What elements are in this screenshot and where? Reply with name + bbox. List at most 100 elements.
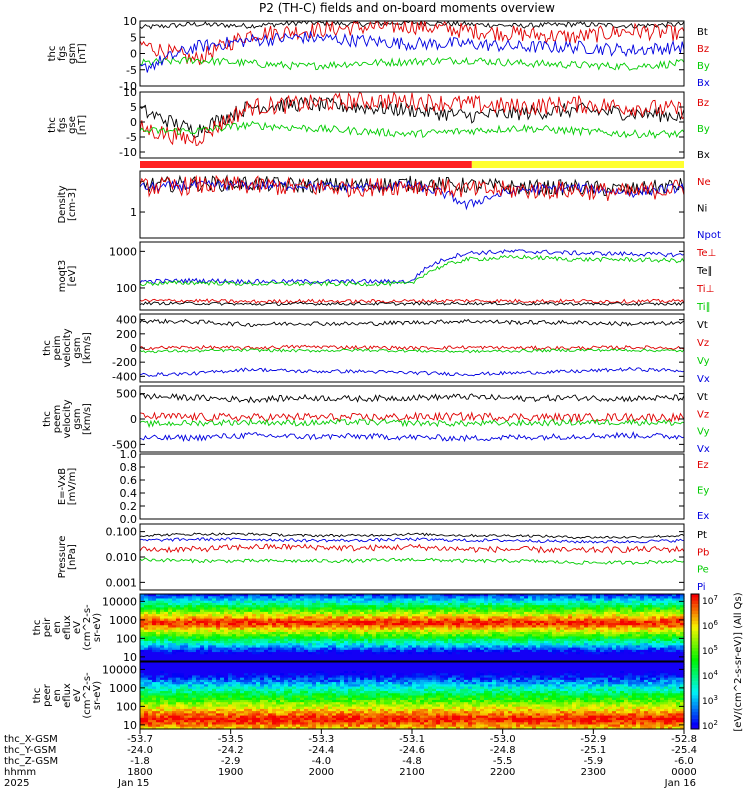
spectrogram-cell [484, 605, 489, 608]
spectrogram-cell [328, 658, 333, 662]
spectrogram-cell [208, 605, 213, 608]
spectrogram-cell [360, 647, 365, 651]
spectrogram-cell [356, 596, 361, 600]
spectrogram-cell [216, 673, 221, 676]
spectrogram-cell [292, 609, 297, 613]
panel-frame [139, 91, 685, 159]
spectrogram-cell [552, 605, 557, 608]
spectrogram-cell [200, 645, 205, 649]
spectrogram-cell [444, 627, 449, 631]
spectrogram-cell [388, 629, 393, 633]
spectrogram-cell [404, 594, 409, 597]
spectrogram-cell [480, 666, 485, 670]
spectrogram-cell [448, 607, 453, 611]
spectrogram-cell [472, 625, 477, 629]
spectrogram-cell [416, 598, 421, 602]
spectrogram-cell [480, 631, 485, 635]
spectrogram-cell [544, 631, 549, 635]
spectrogram-cell [252, 643, 257, 646]
spectrogram-cell [496, 620, 501, 624]
spectrogram-cell [660, 649, 665, 653]
spectrogram-cell [628, 664, 633, 668]
spectrogram-cell [568, 614, 573, 617]
spectrogram-cell [604, 611, 609, 615]
spectrogram-cell [540, 602, 545, 606]
spectrogram-cell [388, 598, 393, 602]
spectrogram-cell [552, 618, 557, 622]
spectrogram-cell [680, 643, 685, 646]
spectrogram-cell [452, 623, 457, 626]
spectrogram-cell [248, 629, 253, 633]
spectrogram-cell [296, 643, 301, 646]
spectrogram-cell [428, 594, 433, 597]
spectrogram-cell [364, 638, 369, 642]
spectrogram-cell [624, 638, 629, 642]
spectrogram-cell [468, 629, 473, 633]
spectrogram-cell [320, 666, 325, 670]
spectrogram-cell [296, 656, 301, 660]
spectrogram-cell [220, 636, 225, 640]
spectrogram-cell [488, 616, 493, 620]
spectrogram-cell [516, 623, 521, 626]
spectrogram-cell [212, 666, 217, 670]
spectrogram-cell [400, 649, 405, 653]
spectrogram-cell [240, 654, 245, 658]
spectrogram-cell [184, 662, 189, 665]
spectrogram-cell [520, 634, 525, 638]
spectrogram-cell [232, 640, 237, 644]
spectrogram-cell [152, 670, 157, 674]
spectrogram-cell [280, 616, 285, 620]
spectrogram-cell [388, 596, 393, 600]
spectrogram-cell [200, 627, 205, 631]
spectrogram-cell [680, 656, 685, 660]
spectrogram-cell [464, 638, 469, 642]
spectrogram-cell [632, 647, 637, 651]
spectrogram-cell [424, 670, 429, 674]
spectrogram-cell [556, 636, 561, 640]
spectrogram-cell [628, 658, 633, 662]
spectrogram-cell [324, 616, 329, 620]
spectrogram-cell [224, 654, 229, 658]
legend-label: By [697, 124, 710, 135]
spectrogram-cell [304, 656, 309, 660]
spectrogram-cell [180, 618, 185, 622]
spectrogram-cell [660, 652, 665, 655]
spectrogram-cell [360, 652, 365, 655]
spectrogram-cell [472, 666, 477, 670]
spectrogram-cell [636, 666, 641, 670]
spectrogram-cell [596, 594, 601, 597]
spectrogram-cell [612, 627, 617, 631]
spectrogram-cell [336, 625, 341, 629]
spectrogram-cell [356, 670, 361, 674]
spectrogram-cell [288, 640, 293, 644]
spectrogram-cell [640, 664, 645, 668]
spectrogram-cell [368, 607, 373, 611]
spectrogram-cell [560, 640, 565, 644]
spectrogram-cell [152, 668, 157, 672]
spectrogram-cell [264, 607, 269, 611]
spectrogram-cell [376, 668, 381, 672]
spectrogram-cell [292, 640, 297, 644]
spectrogram-cell [552, 627, 557, 631]
spectrogram-cell [264, 636, 269, 640]
spectrogram-cell [264, 670, 269, 674]
spectrogram-cell [500, 668, 505, 672]
spectrogram-cell [608, 616, 613, 620]
spectrogram-cell [296, 647, 301, 651]
spectrogram-cell [424, 664, 429, 668]
spectrogram-cell [404, 652, 409, 655]
spectrogram-cell [220, 673, 225, 676]
spectrogram-cell [584, 614, 589, 617]
spectrogram-cell [176, 605, 181, 608]
spectrogram-cell [680, 614, 685, 617]
spectrogram-cell [148, 645, 153, 649]
spectrogram-cell [400, 600, 405, 604]
spectrogram-cell [220, 616, 225, 620]
spectrogram-cell [516, 594, 521, 597]
spectrogram-cell [356, 662, 361, 665]
spectrogram-cell [524, 638, 529, 642]
spectrogram-cell [416, 658, 421, 662]
spectrogram-cell [528, 662, 533, 665]
spectrogram-cell [520, 611, 525, 615]
spectrogram-cell [392, 662, 397, 665]
